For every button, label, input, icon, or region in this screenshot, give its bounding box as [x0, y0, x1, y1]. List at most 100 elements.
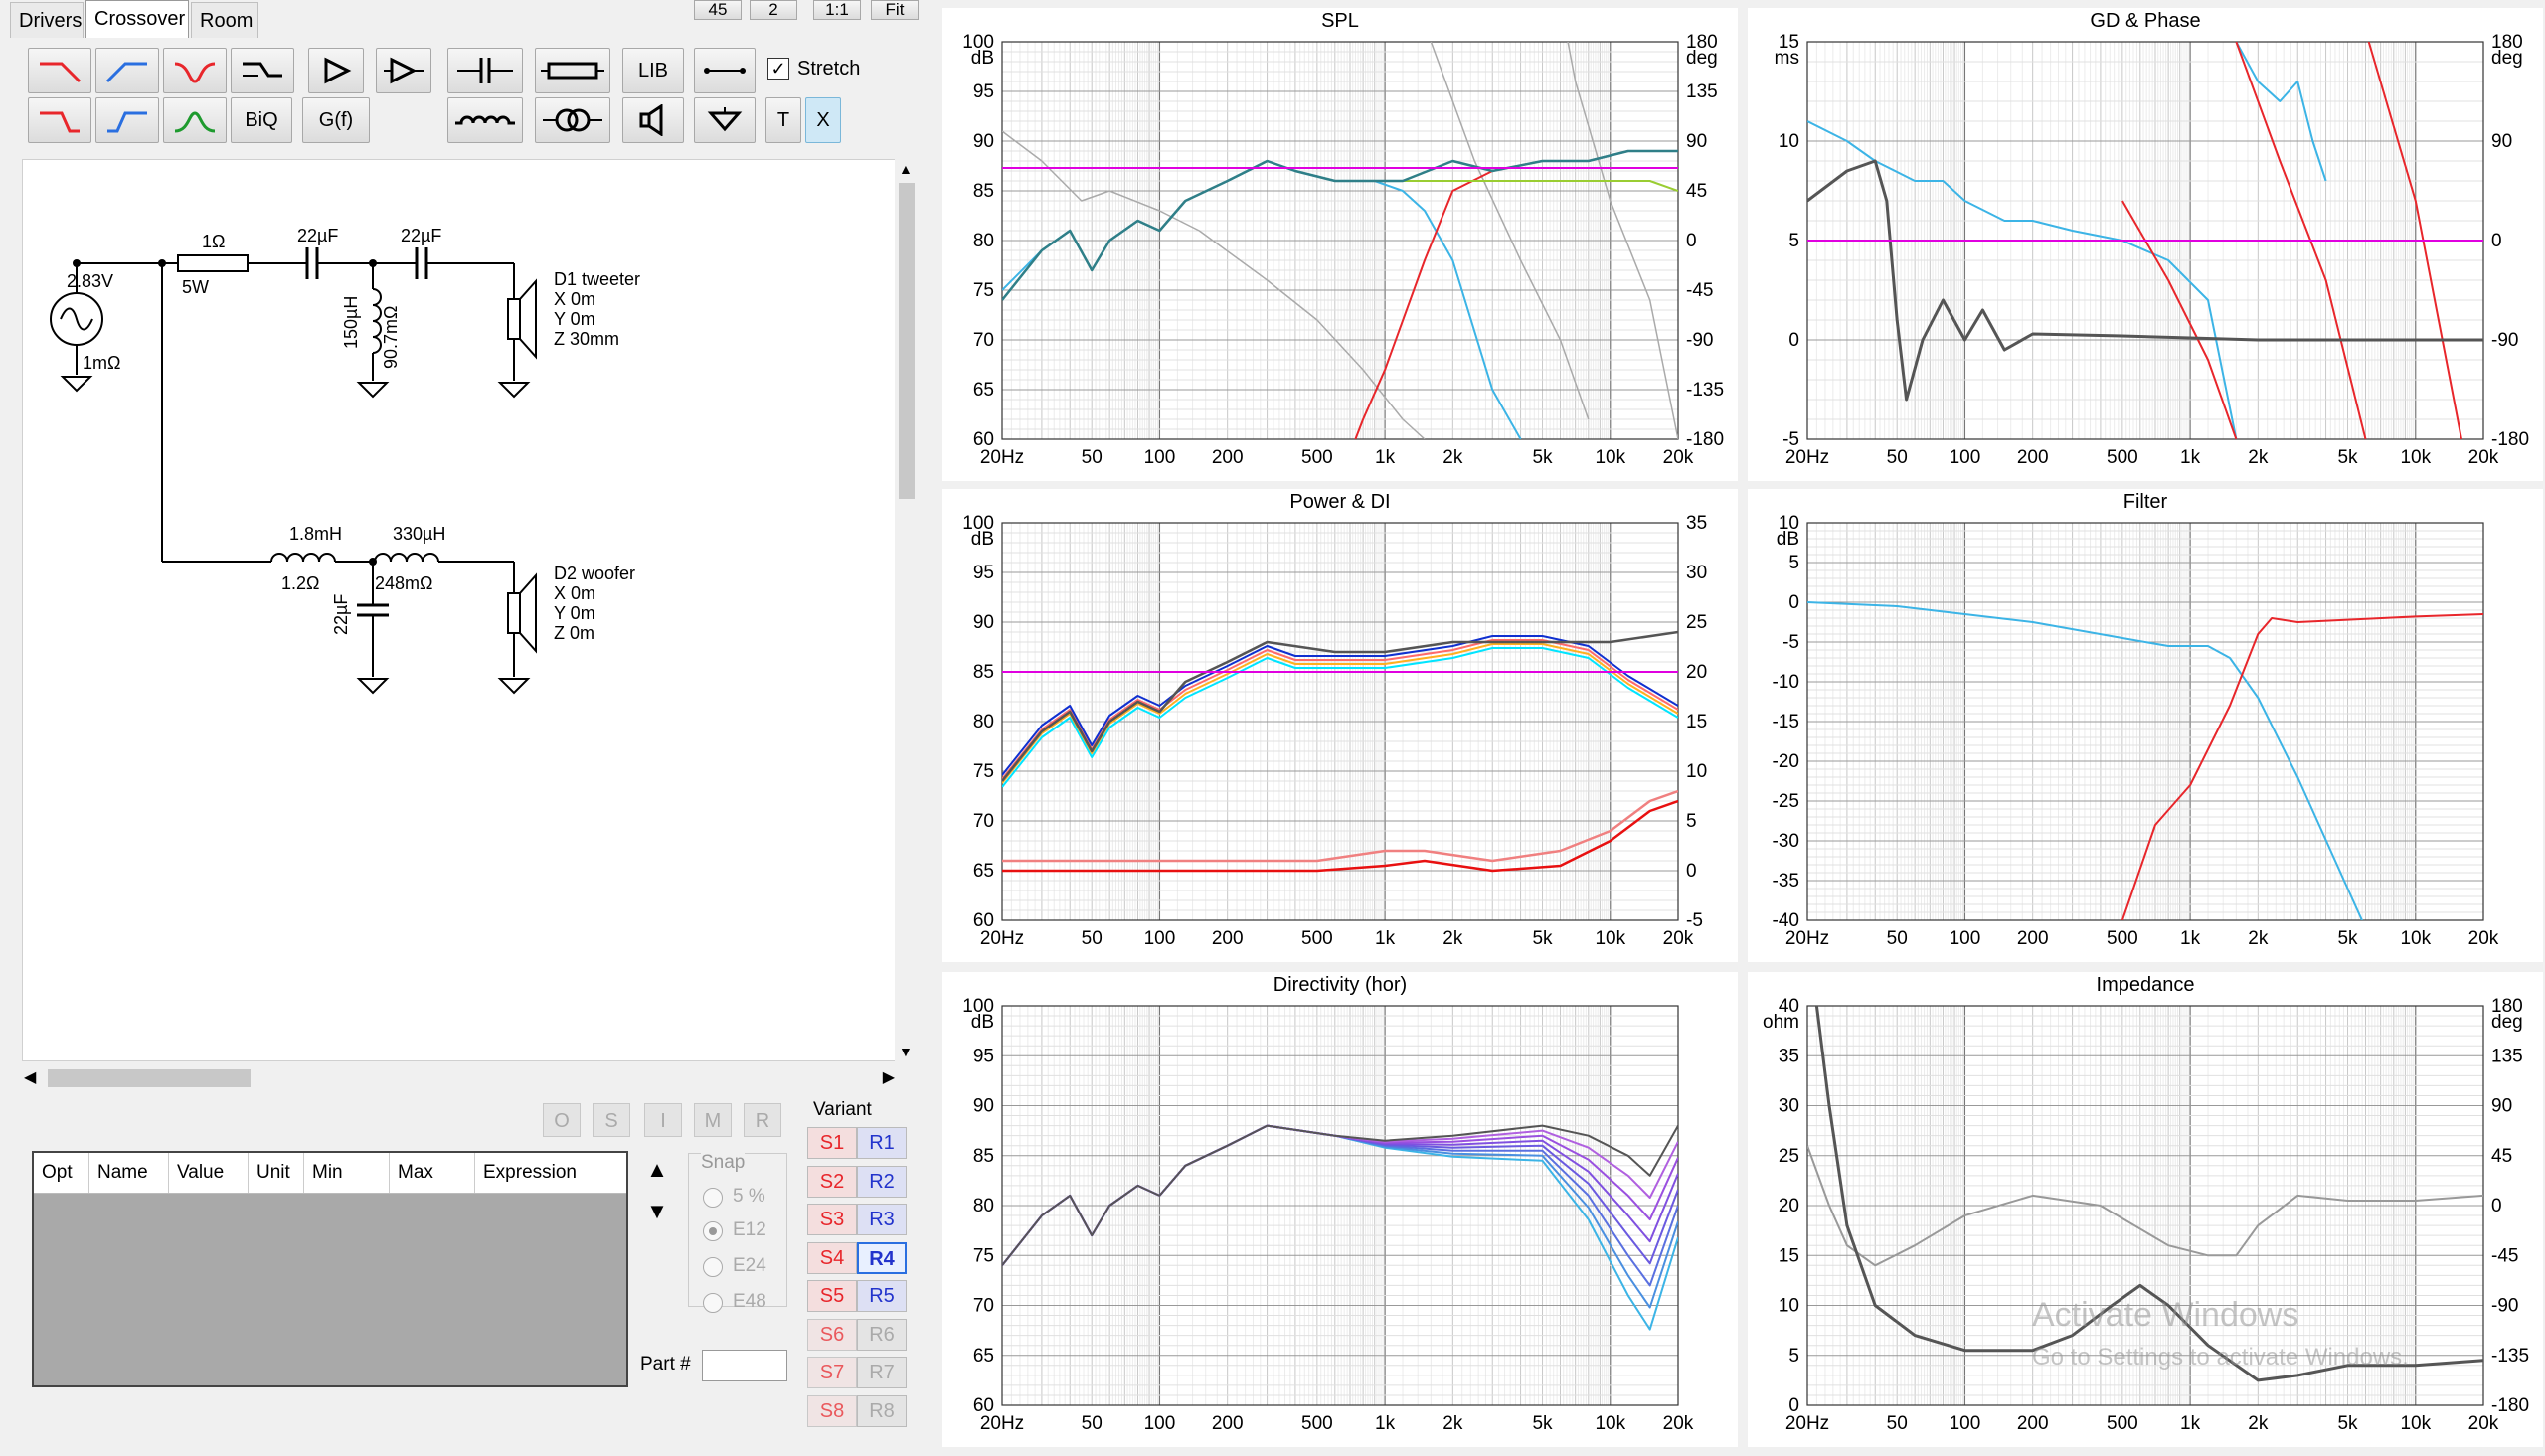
variant-r2-button[interactable]: R2: [857, 1165, 907, 1198]
col-max[interactable]: Max: [390, 1153, 475, 1193]
shelf-button[interactable]: [231, 48, 294, 93]
library-button[interactable]: LIB: [622, 48, 684, 93]
col-opt[interactable]: Opt: [34, 1153, 89, 1193]
directivity-chart[interactable]: Directivity (hor) 100 95 90 85 80 75 70 65 60 dB 2…: [942, 972, 1738, 1447]
directivity-chart-title: Directivity (hor): [1272, 974, 1408, 996]
ground-button[interactable]: [694, 97, 756, 143]
highpass-blue-2-button[interactable]: [95, 97, 159, 143]
snap-e48-radio[interactable]: [703, 1293, 723, 1313]
filter-woofer-curve: [1807, 601, 2363, 920]
horizontal-scroll-thumb[interactable]: [48, 1069, 251, 1087]
col-unit[interactable]: Unit: [249, 1153, 304, 1193]
buffer-button[interactable]: [376, 48, 431, 93]
stretch-checkbox[interactable]: ✓: [767, 58, 789, 80]
notch-red-button[interactable]: [163, 48, 227, 93]
col-min[interactable]: Min: [304, 1153, 390, 1193]
scroll-up-arrow-icon[interactable]: ▲: [899, 161, 913, 177]
svg-text:2.83V: 2.83V: [67, 271, 113, 291]
spl-ytick-right: -90: [1686, 330, 1713, 351]
filter-xtick: 10k: [2400, 928, 2431, 949]
transfer-function-button[interactable]: G(f): [302, 97, 370, 143]
vertical-scroll-thumb[interactable]: [899, 183, 915, 499]
schematic-vertical-scrollbar[interactable]: ▲ ▼: [895, 159, 919, 1061]
variant-r8-button[interactable]: R8: [857, 1394, 907, 1427]
filter-xtick: 20k: [2468, 928, 2499, 949]
tab-crossover[interactable]: Crossover: [85, 0, 189, 38]
filter-chart[interactable]: Filter 10 5 0 -5 -10 -15 -20 -25 -30 -35 -40 dB 20Hz…: [1748, 489, 2543, 962]
x-button[interactable]: X: [805, 97, 841, 143]
amplifier-button[interactable]: [308, 48, 364, 93]
filter-xtick: 500: [2107, 928, 2138, 949]
source-voltage: 2.83V: [67, 271, 113, 291]
filter-xtick: 20Hz: [1785, 928, 1829, 949]
tab-drivers[interactable]: Drivers: [10, 2, 84, 38]
resistor-button[interactable]: [535, 48, 610, 93]
wire-button[interactable]: [694, 48, 756, 93]
col-value[interactable]: Value: [169, 1153, 249, 1193]
opt-s-button[interactable]: S: [593, 1103, 630, 1137]
variant-s3-button[interactable]: S3: [807, 1204, 857, 1235]
gd-phase-chart[interactable]: GD & Phase 15 180 10 90 5 0 0 -90 -5 -180 ms deg 20H…: [1748, 8, 2543, 481]
opt-i-button[interactable]: I: [644, 1103, 682, 1137]
scroll-right-arrow-icon[interactable]: ▶: [882, 1069, 895, 1086]
power-xtick: 5k: [1532, 928, 1553, 949]
variant-s4-button[interactable]: S4: [807, 1241, 857, 1274]
lowpass-red-button[interactable]: [28, 48, 91, 93]
snap-e24-radio[interactable]: [703, 1257, 723, 1277]
move-down-button[interactable]: ▼: [646, 1199, 668, 1223]
biquad-button[interactable]: BiQ: [231, 97, 292, 143]
capacitor-button[interactable]: [447, 48, 523, 93]
variant-r6-button[interactable]: R6: [857, 1318, 907, 1351]
zoom-fit-button[interactable]: Fit: [871, 0, 919, 20]
move-up-button[interactable]: ▲: [646, 1157, 668, 1182]
optimizer-table-header: Opt Name Value Unit Min Max Expression: [34, 1153, 626, 1194]
svg-text:22µF: 22µF: [401, 226, 441, 245]
opt-r-button[interactable]: R: [744, 1103, 781, 1137]
optimizer-table[interactable]: Opt Name Value Unit Min Max Expression: [32, 1151, 628, 1387]
zoom-2-button[interactable]: 2: [750, 0, 797, 20]
schematic-horizontal-scrollbar[interactable]: ◀ ▶: [22, 1065, 897, 1091]
opt-o-button[interactable]: O: [543, 1103, 581, 1137]
bandpass-green-button[interactable]: [163, 97, 227, 143]
spl-xtick: 20Hz: [980, 447, 1024, 468]
spl-chart[interactable]: SPL 100 180 95 135 90 90 85 45 80 0 75 -45 70 -90 65 -1…: [942, 8, 1738, 481]
spl-chart-title: SPL: [1321, 10, 1359, 32]
highpass-blue-button[interactable]: [95, 48, 159, 93]
tab-room[interactable]: Room: [191, 2, 258, 38]
svg-text:1Ω: 1Ω: [202, 232, 225, 251]
variant-r3-button[interactable]: R3: [857, 1204, 907, 1235]
opt-m-button[interactable]: M: [694, 1103, 732, 1137]
variant-s2-button[interactable]: S2: [807, 1165, 857, 1198]
variant-r4-button[interactable]: R4: [857, 1241, 907, 1274]
spl-ytick-right: -45: [1686, 280, 1713, 301]
inductor-button[interactable]: [447, 97, 523, 143]
scroll-down-arrow-icon[interactable]: ▼: [899, 1044, 913, 1059]
col-expression[interactable]: Expression: [483, 1162, 577, 1183]
snap-5pct-radio[interactable]: [703, 1188, 723, 1208]
svg-text:22µF: 22µF: [297, 226, 338, 245]
spl-ytick-left: 75: [973, 280, 994, 301]
scroll-left-arrow-icon[interactable]: ◀: [24, 1069, 37, 1086]
filter-ytick-left: -40: [1773, 910, 1799, 931]
variant-r5-button[interactable]: R5: [857, 1280, 907, 1312]
impedance-chart[interactable]: Impedance 40 180 35 135 30 90 25 45 20 0 15 -45 10 -9…: [1748, 972, 2543, 1447]
variant-s8-button[interactable]: S8: [807, 1394, 857, 1427]
variant-r7-button[interactable]: R7: [857, 1357, 907, 1388]
speaker-button[interactable]: [622, 97, 684, 143]
t-button[interactable]: T: [765, 97, 801, 143]
zoom-45-button[interactable]: 45: [694, 0, 742, 20]
part-number-input[interactable]: [702, 1350, 787, 1381]
variant-r1-button[interactable]: R1: [857, 1127, 907, 1159]
col-name[interactable]: Name: [89, 1153, 169, 1193]
variant-s7-button[interactable]: S7: [807, 1357, 857, 1388]
zoom-1-1-button[interactable]: 1:1: [813, 0, 861, 20]
power-di-chart[interactable]: Power & DI 100 35 95 30 90 25 85 20 80 15 75 10 70 5 6…: [942, 489, 1738, 962]
variant-s5-button[interactable]: S5: [807, 1280, 857, 1312]
variant-s6-button[interactable]: S6: [807, 1318, 857, 1351]
variant-s1-button[interactable]: S1: [807, 1127, 857, 1159]
transformer-button[interactable]: [535, 97, 610, 143]
lowpass-red-2-button[interactable]: [28, 97, 91, 143]
snap-e12-radio[interactable]: [703, 1221, 723, 1241]
schematic-canvas[interactable]: 2.83V 1mΩ 1Ω 5W 22µF 22µF 150µH 90.7mΩ D…: [22, 159, 897, 1061]
d1-y: Y 0m: [554, 309, 595, 329]
